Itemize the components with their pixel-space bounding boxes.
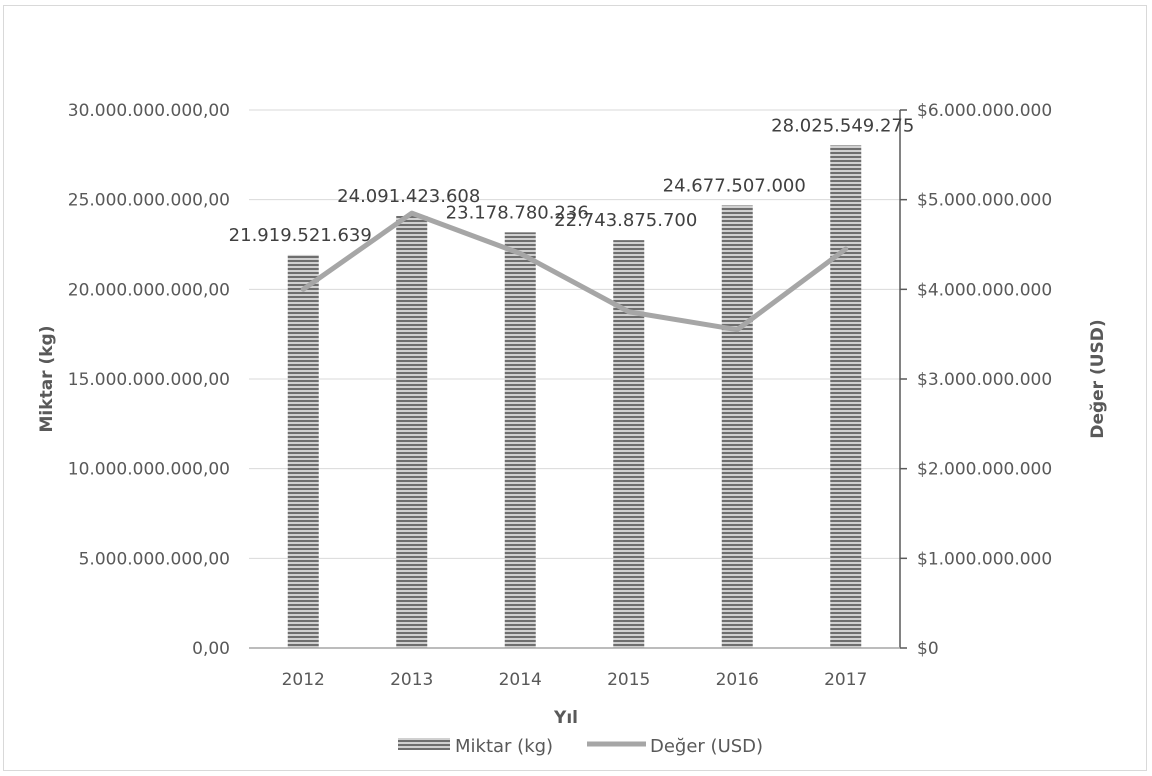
line-point bbox=[519, 252, 521, 254]
data-labels: 21.919.521.639 24.091.423.60823.178.780.2… bbox=[229, 115, 915, 246]
axes: 0,00 5.000.000.000,00 10.000.000.000,00 15.… bbox=[37, 101, 1108, 728]
x-axis-title: Yıl bbox=[553, 708, 578, 728]
y-tick-label: 0,00 bbox=[192, 639, 230, 659]
legend: Miktar (kg) Değer (USD) bbox=[398, 736, 763, 757]
line-point bbox=[302, 288, 304, 290]
y-tick-label: 20.000.000.000,00 bbox=[68, 280, 230, 300]
line-point bbox=[736, 329, 738, 331]
line-point bbox=[845, 248, 847, 250]
x-tick-label: 2014 bbox=[499, 670, 542, 690]
gridlines bbox=[249, 109, 900, 559]
y2-axis-title: Değer (USD) bbox=[1088, 319, 1108, 438]
data-label: 24.091.423.608 bbox=[337, 186, 480, 207]
data-label: 21.919.521.639 bbox=[229, 225, 372, 246]
y2-tick-label: $1.000.000.000 bbox=[917, 549, 1052, 569]
bar bbox=[830, 145, 862, 648]
y2-tick-label: $5.000.000.000 bbox=[917, 191, 1052, 211]
x-tick-label: 2013 bbox=[390, 670, 433, 690]
bar bbox=[504, 232, 536, 648]
line-point bbox=[628, 311, 630, 313]
y-tick-label: 30.000.000.000,00 bbox=[68, 101, 230, 121]
data-label: 22.743.875.700 bbox=[554, 210, 697, 231]
bar bbox=[396, 215, 428, 649]
x-tick-label: 2015 bbox=[607, 670, 650, 690]
y2-tick-label: $3.000.000.000 bbox=[917, 370, 1052, 390]
value-line bbox=[300, 210, 849, 333]
data-label: 28.025.549.275 bbox=[771, 115, 914, 136]
y-tick-label: 25.000.000.000,00 bbox=[68, 191, 230, 211]
y-tick-label: 10.000.000.000,00 bbox=[68, 460, 230, 480]
bar bbox=[721, 205, 753, 648]
y-tick-label: 15.000.000.000,00 bbox=[68, 370, 230, 390]
line-point bbox=[411, 212, 413, 214]
x-tick-label: 2012 bbox=[282, 670, 325, 690]
bars bbox=[287, 145, 862, 649]
y-tick-label: 5.000.000.000,00 bbox=[79, 549, 230, 569]
legend-line-label: Değer (USD) bbox=[650, 736, 763, 757]
x-tick-label: 2017 bbox=[824, 670, 867, 690]
y2-tick-label: $6.000.000.000 bbox=[917, 101, 1052, 121]
line-series bbox=[300, 210, 849, 333]
y2-tick-label: $0 bbox=[917, 639, 939, 659]
bar bbox=[613, 240, 645, 648]
chart-frame bbox=[3, 5, 1147, 771]
data-label: 24.677.507.000 bbox=[663, 175, 806, 196]
x-tick-label: 2016 bbox=[716, 670, 759, 690]
y2-tick-label: $2.000.000.000 bbox=[917, 460, 1052, 480]
data-label: 23.178.780.236 bbox=[446, 202, 589, 223]
legend-bar-label: Miktar (kg) bbox=[455, 736, 553, 757]
y2-tick-label: $4.000.000.000 bbox=[917, 280, 1052, 300]
bar bbox=[287, 254, 319, 648]
legend-bar-swatch bbox=[398, 738, 450, 750]
y-axis-title: Miktar (kg) bbox=[37, 326, 57, 433]
